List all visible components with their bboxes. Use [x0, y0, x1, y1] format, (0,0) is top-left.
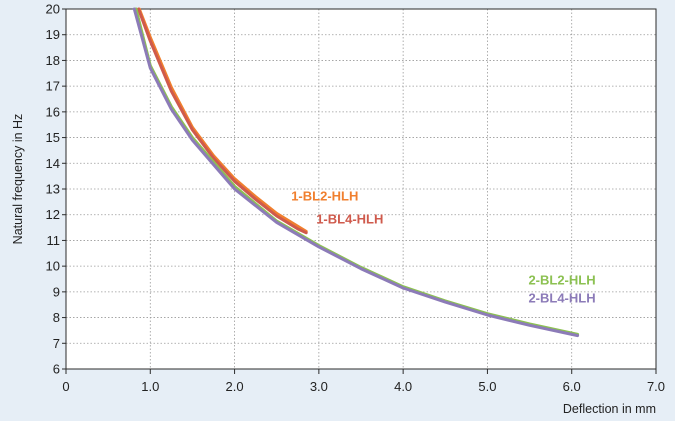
y-tick-label: 14: [46, 156, 60, 171]
series-lines: [132, 7, 580, 338]
y-tick-label: 19: [46, 27, 60, 42]
series-label-1-bl2-hlh: 1-BL2-HLH: [291, 188, 358, 203]
axes: [62, 8, 657, 374]
x-axis-title: Deflection in mm: [563, 402, 656, 416]
y-tick-label: 10: [46, 259, 60, 274]
series-line-2-bl4-hlh: [132, 7, 580, 338]
x-tick-label: 0: [62, 379, 69, 394]
gridlines: [66, 9, 656, 369]
y-tick-label: 6: [53, 362, 60, 377]
series-line-1-bl4-hlh: [137, 7, 308, 235]
x-tick-label: 3.0: [310, 379, 328, 394]
y-tick-label: 7: [53, 336, 60, 351]
x-tick-label: 1.0: [141, 379, 159, 394]
x-tick-label: 6.0: [563, 379, 581, 394]
y-tick-label: 8: [53, 310, 60, 325]
x-tick-label: 7.0: [647, 379, 665, 394]
y-tick-label: 17: [46, 79, 60, 94]
series-labels: 1-BL2-HLH 1-BL4-HLH 2-BL2-HLH 2-BL4-HLH: [291, 188, 595, 305]
series-label-1-bl4-hlh: 1-BL4-HLH: [316, 212, 383, 227]
y-tick-label: 9: [53, 284, 60, 299]
x-tick-labels: 0 1.0 2.0 3.0 4.0 5.0 6.0 7.0: [62, 379, 665, 394]
x-tick-label: 5.0: [478, 379, 496, 394]
y-tick-label: 12: [46, 207, 60, 222]
y-tick-label: 18: [46, 53, 60, 68]
y-axis-title: Natural frequency in Hz: [11, 114, 25, 245]
x-tick-label: 2.0: [226, 379, 244, 394]
y-tick-labels: 6 7 8 9 10 11 12 13 14 15 16 17 18 19 20: [46, 2, 60, 377]
y-tick-label: 16: [46, 104, 60, 119]
x-tick-label: 4.0: [394, 379, 412, 394]
y-tick-label: 13: [46, 182, 60, 197]
series-label-2-bl2-hlh: 2-BL2-HLH: [528, 272, 595, 287]
y-tick-label: 11: [47, 233, 61, 248]
y-tick-label: 20: [46, 2, 60, 17]
series-label-2-bl4-hlh: 2-BL4-HLH: [528, 291, 595, 306]
y-tick-label: 15: [46, 130, 60, 145]
